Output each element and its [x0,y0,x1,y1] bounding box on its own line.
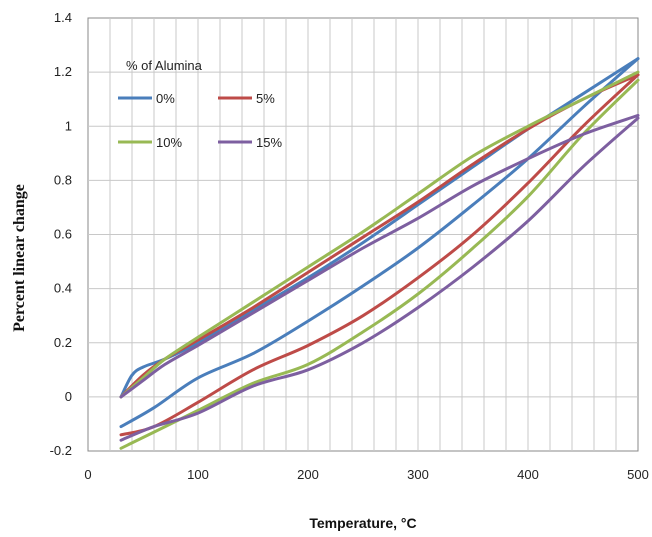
y-tick-label: 0.8 [54,172,72,187]
legend-title: % of Alumina [126,58,203,73]
x-tick-label: 300 [407,467,429,482]
y-axis-label: Percent linear change [11,184,28,332]
series-lines [119,57,640,450]
legend-label-2: 10% [156,135,182,150]
x-axis-ticks: 0 100 200 300 400 500 [84,467,648,482]
y-tick-label: 1.4 [54,10,72,25]
x-tick-label: 400 [517,467,539,482]
series-line-10pct-heating [119,70,640,399]
x-tick-label: 0 [84,467,91,482]
y-tick-label: 1.2 [54,64,72,79]
series-line-10pct-cooling [119,78,640,450]
y-axis-ticks: -0.2 0 0.2 0.4 0.6 0.8 1 1.2 1.4 [50,10,72,458]
y-tick-label: 0.6 [54,227,72,242]
series-line-15pct-heating [119,113,640,399]
series-line-0pct-cooling [119,57,640,429]
series-line-5pct-cooling [119,73,640,437]
series-line-15pct-cooling [119,116,640,442]
grid-lines [88,18,638,451]
y-tick-label: 0.4 [54,281,72,296]
x-axis-label: Temperature, °C [309,515,416,531]
y-tick-label: 1 [65,118,72,133]
y-tick-label: 0.2 [54,335,72,350]
legend-label-3: 15% [256,135,282,150]
legend-label-1: 5% [256,91,275,106]
x-tick-label: 200 [297,467,319,482]
legend-label-0: 0% [156,91,175,106]
x-tick-label: 500 [627,467,649,482]
y-tick-label: -0.2 [50,443,72,458]
x-tick-label: 100 [187,467,209,482]
legend: % of Alumina 0% 5% 10% 15% [118,58,282,150]
y-tick-label: 0 [65,389,72,404]
